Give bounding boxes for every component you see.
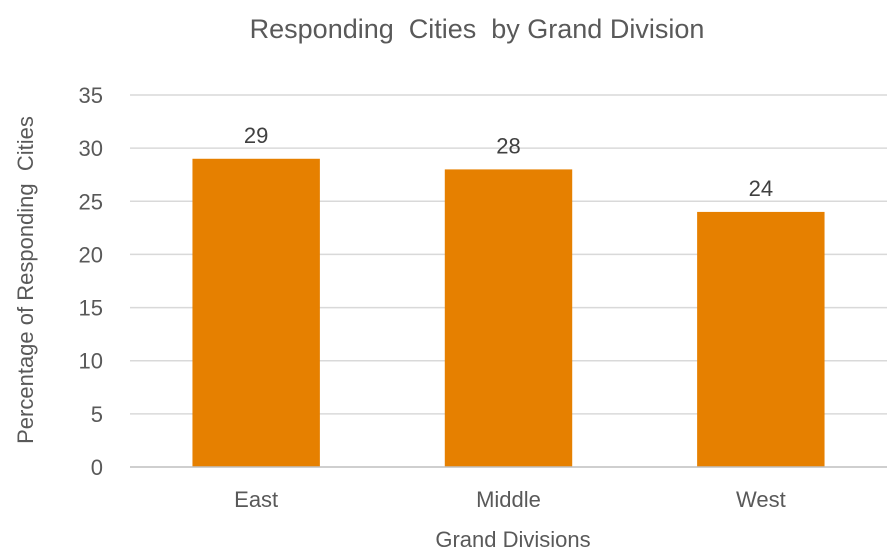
data-label: 24 bbox=[749, 176, 773, 201]
data-labels: 29 28 24 bbox=[244, 123, 773, 201]
y-tick-label: 30 bbox=[79, 136, 103, 161]
y-axis-label: Percentage of Responding Cities bbox=[13, 116, 38, 444]
x-axis-ticks: East Middle West bbox=[234, 487, 786, 512]
bar-middle bbox=[444, 169, 573, 467]
y-tick-label: 5 bbox=[91, 402, 103, 427]
data-label: 29 bbox=[244, 123, 268, 148]
x-tick-label: West bbox=[736, 487, 786, 512]
y-tick-label: 20 bbox=[79, 242, 103, 267]
y-axis-ticks: 0 5 10 15 20 25 30 35 bbox=[79, 83, 103, 480]
y-tick-label: 25 bbox=[79, 189, 103, 214]
bar-east bbox=[192, 158, 320, 467]
x-tick-label: Middle bbox=[476, 487, 541, 512]
x-tick-label: East bbox=[234, 487, 278, 512]
x-axis-label: Grand Divisions bbox=[435, 527, 590, 552]
data-label: 28 bbox=[496, 133, 520, 158]
bar-west bbox=[697, 211, 825, 467]
chart-title: Responding Cities by Grand Division bbox=[250, 14, 705, 44]
y-tick-label: 15 bbox=[79, 296, 103, 321]
y-tick-label: 10 bbox=[79, 349, 103, 374]
y-tick-label: 35 bbox=[79, 83, 103, 108]
y-tick-label: 0 bbox=[91, 455, 103, 480]
bars bbox=[192, 158, 825, 467]
